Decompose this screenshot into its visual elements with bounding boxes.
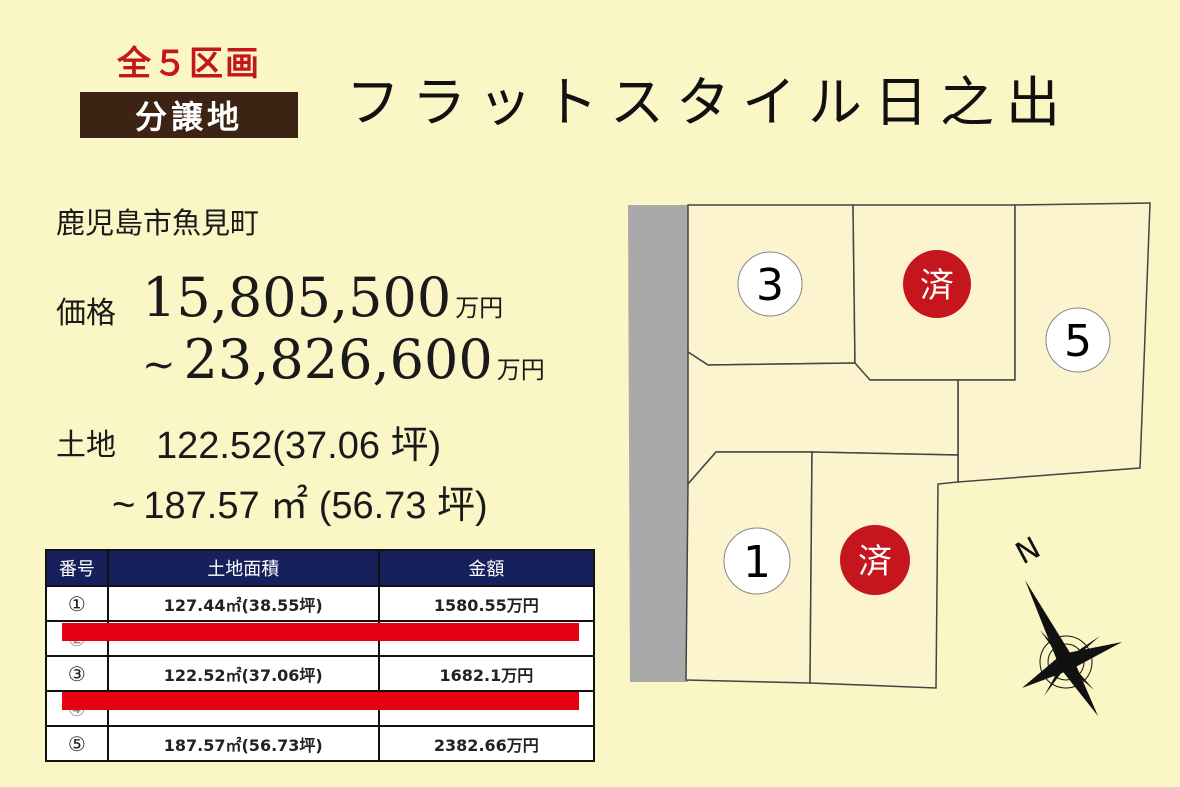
lot-area-cell: 127.44㎡(38.55坪) xyxy=(106,585,380,622)
price-unit: 万円 xyxy=(455,294,504,322)
col-header-price: 金額 xyxy=(377,549,596,587)
lot-1-label: 1 xyxy=(743,537,771,588)
land-max: ~187.57 ㎡ (56.73 坪) xyxy=(112,474,488,529)
range-tilde: ~ xyxy=(142,342,176,388)
lot-2-sold-marker: 済 xyxy=(840,525,910,595)
page-title: フラットスタイル日之出 xyxy=(346,71,1072,134)
lot-number-cell: ⑤ xyxy=(45,725,109,762)
price-label: 価格 xyxy=(56,296,116,331)
table-header-row: 番号 土地面積 金額 xyxy=(45,549,596,587)
lot-price-cell: 1682.1万円 xyxy=(377,655,596,692)
lot-5-label: 5 xyxy=(1064,316,1092,367)
redaction-bar xyxy=(62,692,579,710)
lot-area-cell: 122.52㎡(37.06坪) xyxy=(106,655,380,692)
sold-label: 済 xyxy=(920,266,954,306)
sold-label: 済 xyxy=(858,542,892,582)
land-max-value: 187.57 ㎡ (56.73 坪) xyxy=(143,485,488,527)
price-unit: 万円 xyxy=(496,356,545,384)
price-min-value: 15,805,500 xyxy=(142,266,452,329)
lot-5-marker: 5 xyxy=(1045,307,1111,373)
lot-4-sold-marker: 済 xyxy=(903,250,971,318)
lot-number-cell: ① xyxy=(45,585,109,622)
table-row: ⑤ 187.57㎡(56.73坪) 2382.66万円 xyxy=(45,725,596,762)
land-label: 土地 xyxy=(56,428,116,463)
price-max-value: 23,826,600 xyxy=(183,328,493,391)
lot-price-cell: 2382.66万円 xyxy=(377,725,596,762)
col-header-area: 土地面積 xyxy=(106,549,380,587)
compass-icon: N xyxy=(1010,530,1122,716)
lot-table: 番号 土地面積 金額 ① 127.44㎡(38.55坪) 1580.55万円 ②… xyxy=(45,549,596,762)
range-tilde: ~ xyxy=(112,483,136,527)
price-min: 15,805,500 万円 xyxy=(142,266,503,329)
lot-number-cell: ③ xyxy=(45,655,109,692)
subdivision-badge: 分譲地 xyxy=(80,92,298,138)
table-row: ③ 122.52㎡(37.06坪) 1682.1万円 xyxy=(45,655,596,692)
lot-3-label: 3 xyxy=(756,260,784,311)
lot-price-cell: 1580.55万円 xyxy=(377,585,596,622)
north-label: N xyxy=(1010,530,1046,571)
address: 鹿児島市魚見町 xyxy=(56,206,260,240)
land-min: 122.52(37.06 坪) xyxy=(156,425,442,467)
lot-1-marker: 1 xyxy=(723,527,791,595)
lot-area-cell: 187.57㎡(56.73坪) xyxy=(106,725,380,762)
road xyxy=(628,205,688,682)
redaction-bar xyxy=(62,623,579,641)
lot-3-marker: 3 xyxy=(737,251,803,317)
price-max: ~23,826,600 万円 xyxy=(142,328,545,391)
section-count-label: 全５区画 xyxy=(117,44,261,84)
table-row: ① 127.44㎡(38.55坪) 1580.55万円 xyxy=(45,585,596,622)
col-header-number: 番号 xyxy=(45,549,109,587)
